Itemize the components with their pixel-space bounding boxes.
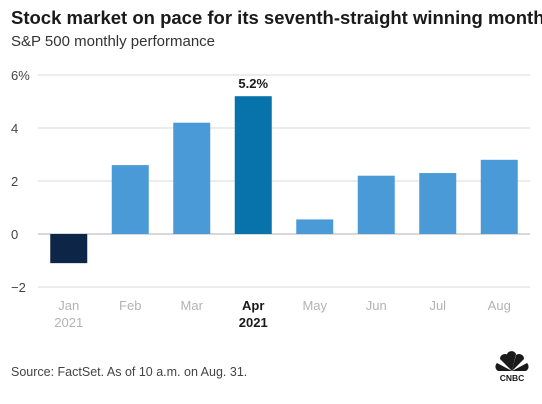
bar [419, 173, 457, 234]
cnbc-peacock-logo: CNBC [495, 351, 529, 383]
x-tick-label: Feb [119, 298, 141, 313]
bar [50, 234, 88, 264]
x-tick-label: Mar [181, 298, 204, 313]
chart-title: Stock market on pace for its seventh-str… [11, 7, 542, 28]
source-note: Source: FactSet. As of 10 a.m. on Aug. 3… [11, 365, 248, 379]
chart-subtitle: S&P 500 monthly performance [11, 33, 216, 50]
bar [173, 122, 211, 234]
x-tick-label: Apr [242, 298, 264, 313]
bar [357, 175, 395, 234]
bar [296, 219, 334, 234]
y-tick-label: 6% [11, 68, 30, 83]
x-tick-label: Jan [58, 298, 79, 313]
x-tick-label: Aug [488, 298, 511, 313]
y-tick-label: 0 [11, 227, 18, 242]
x-tick-sublabel: 2021 [54, 315, 83, 330]
data-label: 5.2% [238, 76, 268, 91]
x-tick-label: Jun [366, 298, 387, 313]
x-tick-sublabel: 2021 [239, 315, 268, 330]
y-tick-label: 4 [11, 121, 18, 136]
bar [234, 96, 272, 234]
x-tick-label: May [302, 298, 327, 313]
bar-chart: −2 0 2 4 6% Jan 2021 Feb Mar Apr 2021 5.2% May Jun Jul… [11, 68, 530, 330]
bar [480, 159, 518, 234]
bar [111, 165, 149, 234]
y-tick-label: −2 [11, 280, 26, 295]
x-tick-label: Jul [429, 298, 446, 313]
y-tick-label: 2 [11, 174, 18, 189]
logo-text: CNBC [500, 373, 525, 383]
